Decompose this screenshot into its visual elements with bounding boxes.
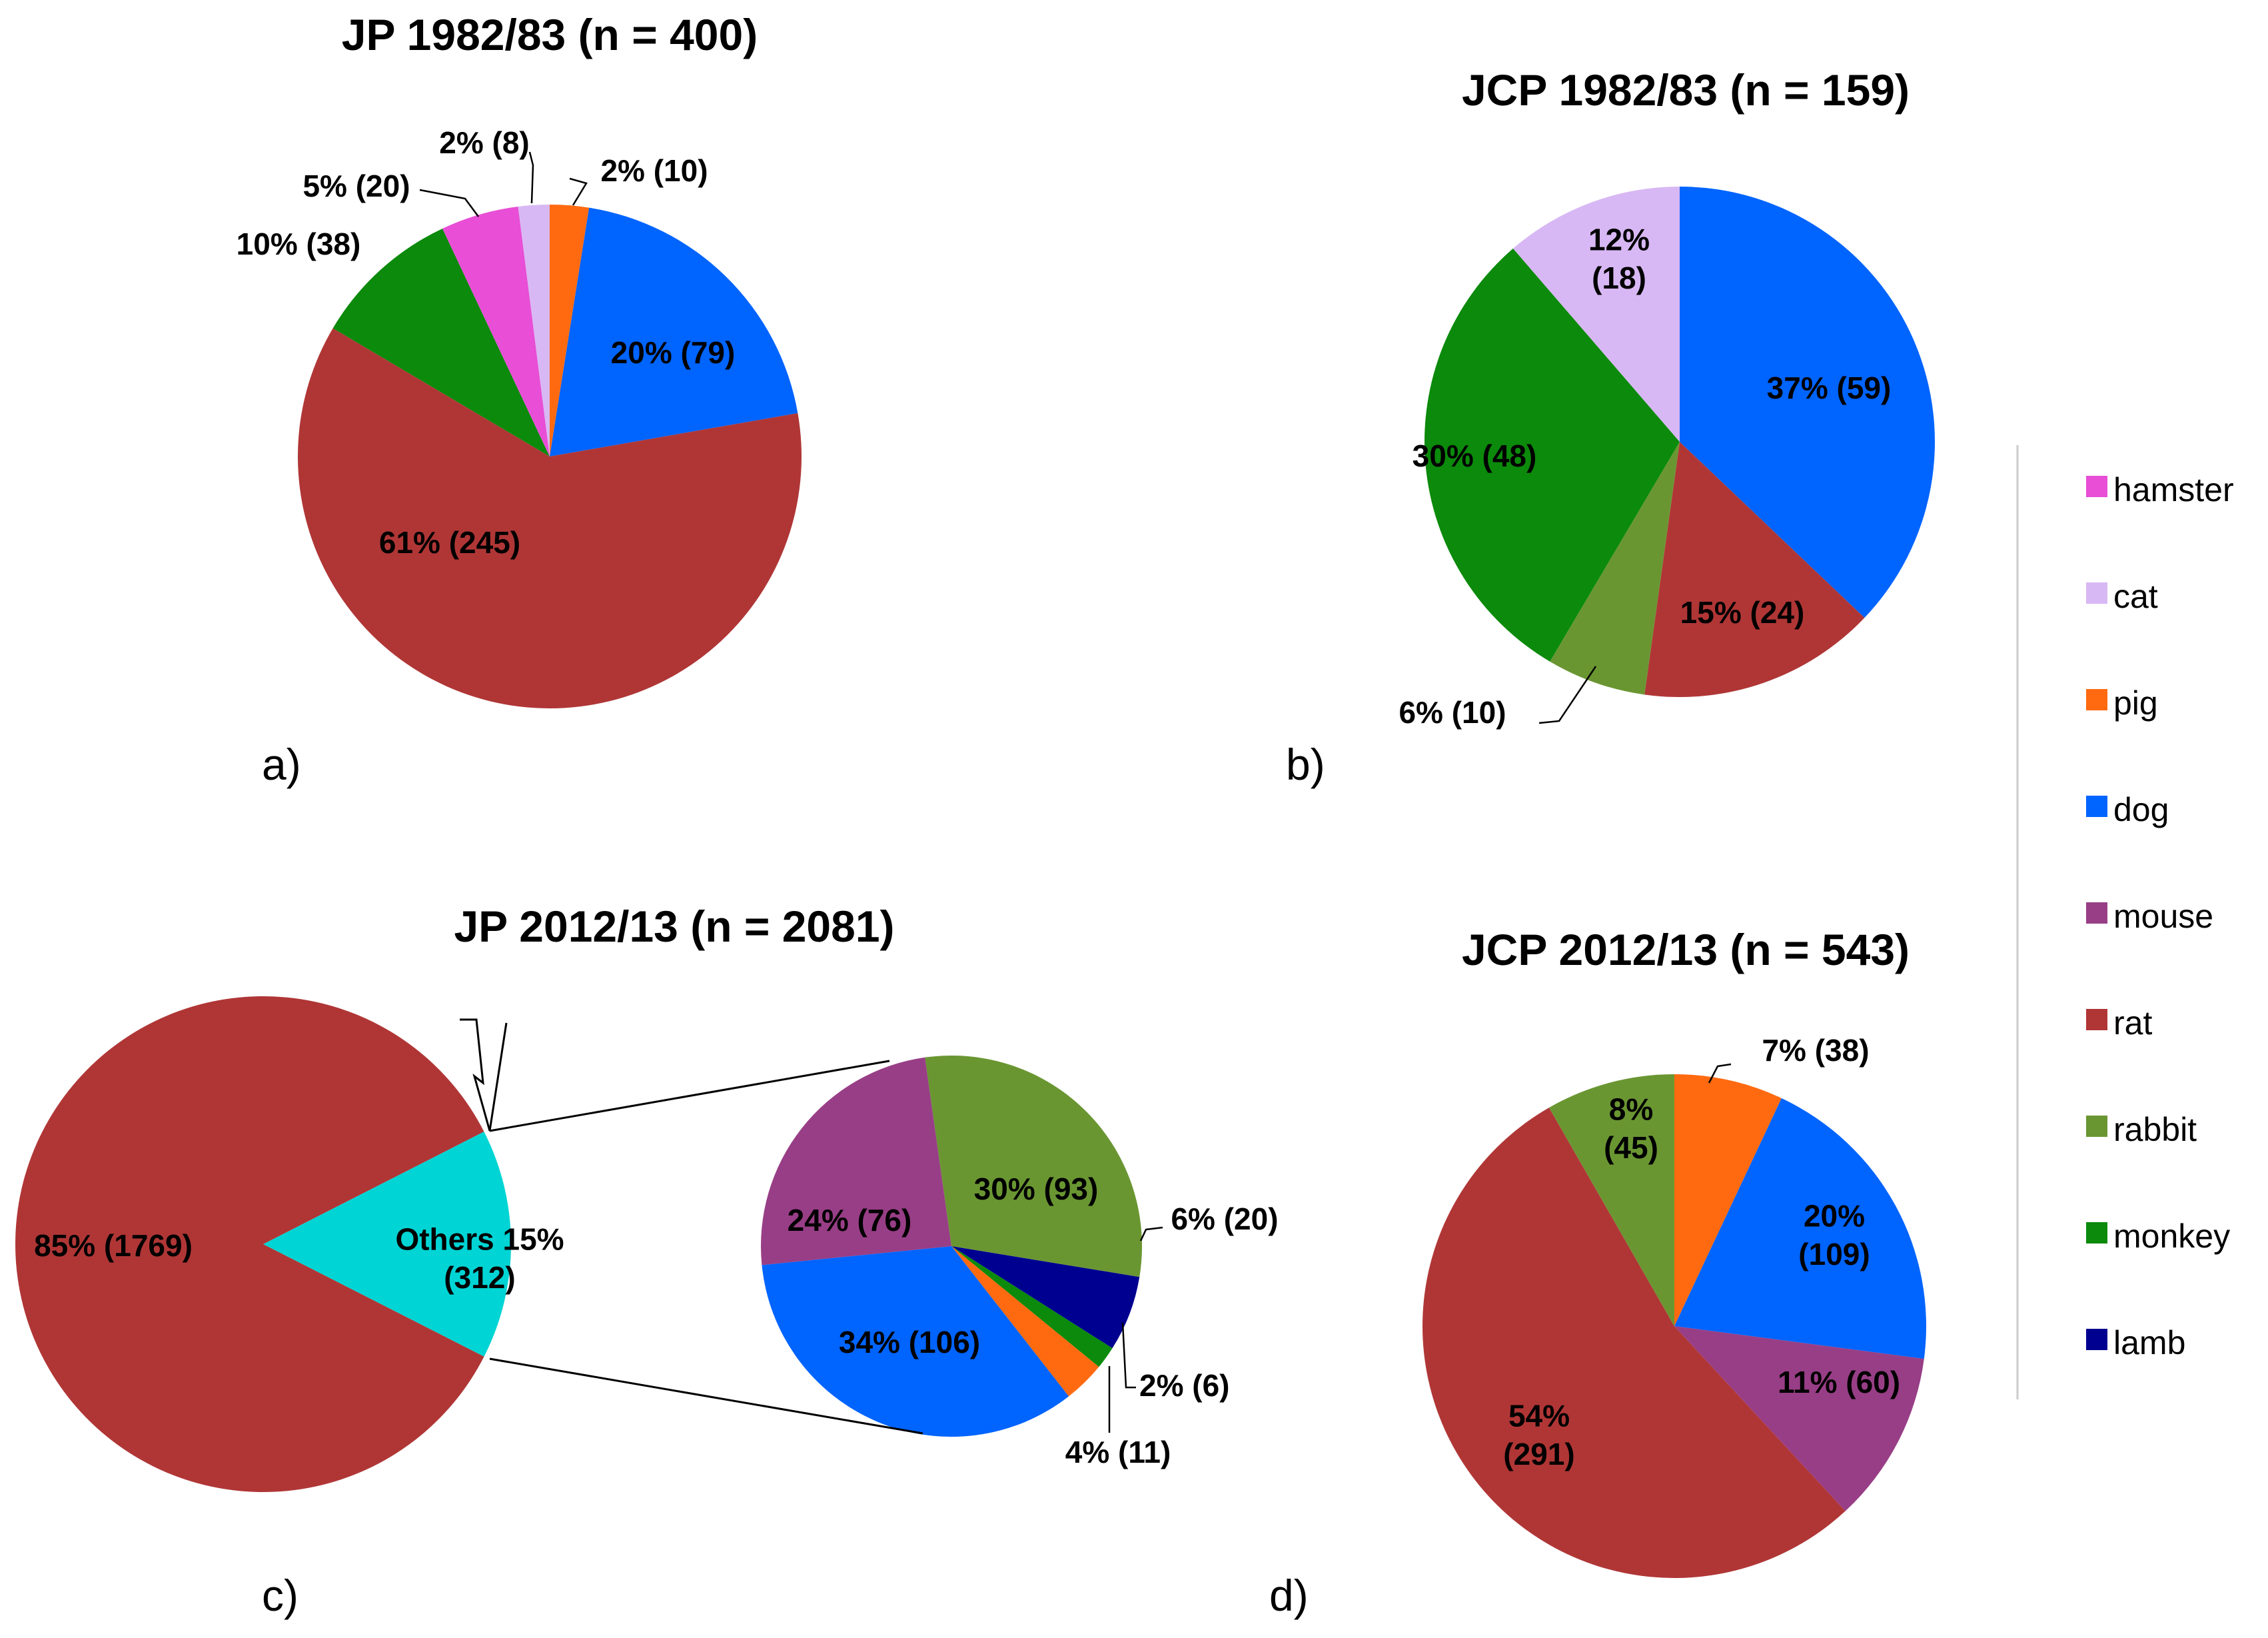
leader-line-rabbit — [1538, 666, 1597, 724]
data-label-dog: 37% (59) — [1767, 371, 1892, 405]
data-label-dog: 20% (79) — [611, 335, 736, 370]
legend-swatch-rabbit — [2086, 1116, 2107, 1137]
leader-line-pig — [1708, 1063, 1732, 1084]
data-label-pig: 2% (10) — [600, 153, 708, 188]
data-label-monkey: 10% (38) — [237, 227, 361, 261]
pie-slice-dog — [1674, 1098, 1927, 1359]
legend: hamster cat pig dog mouse rat rabbit monkey lamb — [2086, 471, 2234, 1361]
pie-slice-rat — [15, 996, 484, 1492]
pie-slice-dog — [550, 207, 798, 456]
panel-label-c: c) — [262, 1571, 298, 1620]
legend-label-lamb: lamb — [2113, 1324, 2185, 1361]
legend-label-cat: cat — [2113, 578, 2158, 615]
pie-slice-rat — [1422, 1108, 1846, 1578]
legend-label-dog: dog — [2113, 791, 2169, 828]
pie-slice-cat — [1512, 187, 1680, 442]
data-label-monkey: 2% (6) — [1139, 1368, 1229, 1403]
pie-slice-monkey — [951, 1246, 1113, 1367]
legend-swatch-monkey — [2086, 1222, 2107, 1243]
panel-label-d: d) — [1269, 1571, 1309, 1620]
pie-slice-pig — [1674, 1074, 1782, 1326]
data-label-pig: 4% (11) — [1065, 1435, 1171, 1469]
pie-slice-lamb — [951, 1246, 1140, 1349]
legend-label-rat: rat — [2113, 1004, 2152, 1042]
legend-label-mouse: mouse — [2113, 898, 2213, 935]
legend-swatch-pig — [2086, 689, 2107, 710]
data-label-cat: 12% (18) — [1588, 222, 1650, 295]
pie-slice-dog — [1680, 187, 1936, 618]
data-label-mouse: 24% (76) — [788, 1203, 912, 1237]
pie-chart-b: 37% (59) 15% (24) 6% (10) 30% (48) 12% (18) — [1399, 187, 1936, 730]
legend-label-pig: pig — [2113, 684, 2158, 722]
data-label-rabbit: 8% (45) — [1604, 1092, 1658, 1165]
breakout-connectors — [460, 1018, 923, 1435]
data-label-monkey: 30% (48) — [1413, 438, 1537, 473]
legend-label-hamster: hamster — [2113, 471, 2234, 508]
pie-slice-dog — [762, 1246, 1069, 1437]
data-label-pig: 7% (38) — [1762, 1033, 1869, 1068]
legend-swatch-dog — [2086, 796, 2107, 817]
pie-chart-c: Others 15% (312) 85% (1769) — [15, 996, 564, 1492]
data-label-rabbit: 6% (10) — [1399, 695, 1506, 730]
legend-swatch-mouse — [2086, 902, 2107, 924]
pie-chart-c-breakout: 30% (93) 6% (20) 2% (6) 4% (11) 34% (106) 24%… — [760, 1056, 1279, 1469]
data-label-dog: 20% (109) — [1798, 1198, 1870, 1271]
title-a: JP 1982/83 (n = 400) — [342, 10, 758, 59]
legend-swatch-cat — [2086, 582, 2107, 604]
pie-chart-a: 2% (10) 20% (79) 61% (245) 10% (38) 5% (20) 2… — [237, 125, 802, 709]
tiny-slice-leader — [460, 1018, 508, 1132]
pie-slice-mouse — [760, 1057, 951, 1265]
leader-line-pig — [569, 177, 588, 206]
data-label-rat: 54% (291) — [1503, 1398, 1574, 1471]
data-label-cat: 2% (8) — [439, 125, 529, 160]
data-label-hamster: 5% (20) — [302, 169, 410, 203]
pie-chart-d: 7% (38) 20% (109) 11% (60) 54% (291) 8% (45) — [1422, 1033, 1927, 1578]
leader-line-lamb — [1139, 1226, 1163, 1241]
legend-label-rabbit: rabbit — [2113, 1111, 2197, 1148]
pie-slice-pig — [951, 1246, 1099, 1397]
data-label-Others: Others 15% (312) — [395, 1222, 564, 1295]
title-b: JCP 1982/83 (n = 159) — [1462, 65, 1910, 115]
pie-slice-rabbit — [1548, 1074, 1674, 1326]
leader-line-monkey — [1121, 1322, 1136, 1389]
connector-top — [489, 1060, 890, 1132]
data-label-rabbit: 30% (93) — [974, 1172, 1099, 1206]
legend-swatch-lamb — [2086, 1329, 2107, 1350]
pie-slice-hamster — [442, 206, 550, 456]
connector-bottom — [489, 1357, 923, 1435]
pie-slice-rabbit — [1550, 442, 1680, 695]
pie-slice-pig — [550, 205, 590, 456]
data-label-mouse: 11% (60) — [1778, 1365, 1900, 1399]
pie-slice-rabbit — [925, 1056, 1142, 1277]
data-label-rat: 61% (245) — [379, 525, 520, 560]
title-d: JCP 2012/13 (n = 543) — [1462, 925, 1910, 974]
pie-slice-rat — [297, 328, 802, 709]
legend-swatch-rat — [2086, 1009, 2107, 1030]
legend-label-monkey: monkey — [2113, 1218, 2230, 1255]
title-c: JP 2012/13 (n = 2081) — [454, 902, 894, 951]
pie-slice-monkey — [332, 228, 550, 456]
panel-label-a: a) — [262, 740, 301, 789]
panel-label-b: b) — [1286, 740, 1325, 789]
pie-slice-mouse — [1674, 1326, 1924, 1511]
data-label-lamb: 6% (20) — [1171, 1202, 1278, 1236]
pie-slice-monkey — [1424, 248, 1680, 662]
legend-swatch-hamster — [2086, 476, 2107, 497]
pie-slice-Others — [263, 1132, 511, 1357]
data-label-rat: 15% (24) — [1680, 595, 1805, 630]
pie-slice-cat — [518, 205, 550, 456]
leader-line-hamster — [419, 189, 480, 217]
data-label-dog: 34% (106) — [839, 1325, 980, 1359]
data-label-rat: 85% (1769) — [34, 1228, 193, 1263]
leader-line-cat — [528, 151, 534, 204]
pie-slice-rat — [1644, 442, 1865, 697]
